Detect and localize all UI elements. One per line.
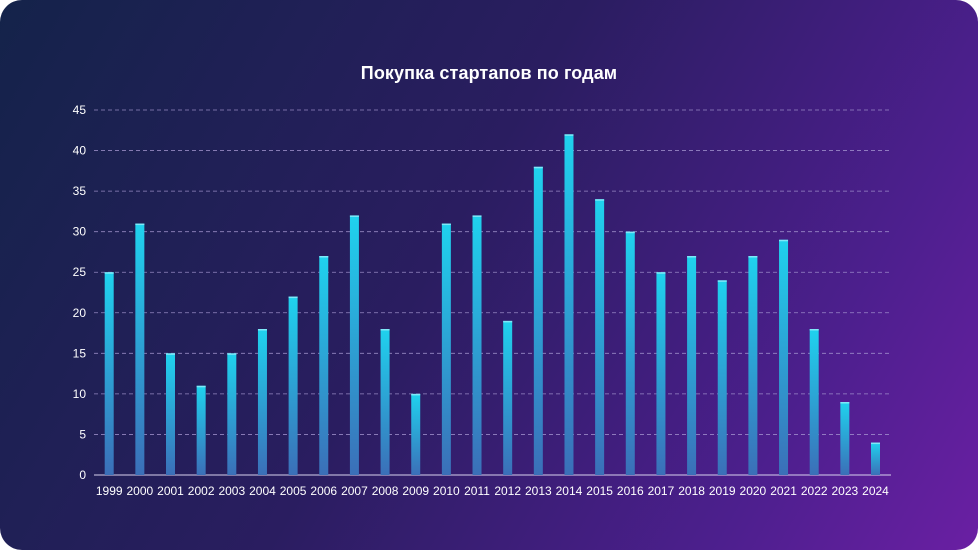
bar-cap-2006 — [319, 256, 329, 258]
y-tick-label: 15 — [73, 346, 87, 360]
chart-title: Покупка стартапов по годам — [360, 63, 618, 83]
bar-cap-2003 — [227, 353, 237, 355]
x-tick-label: 2022 — [801, 484, 828, 498]
bar-cap-2015 — [595, 199, 605, 201]
bar-2001 — [166, 353, 175, 475]
x-tick-label: 2010 — [433, 484, 460, 498]
x-tick-label: 2001 — [157, 484, 184, 498]
bar-2005 — [288, 296, 298, 475]
x-tick-label: 2013 — [525, 484, 552, 498]
x-tick-label: 2007 — [341, 484, 368, 498]
x-tick-label: 2014 — [556, 484, 583, 498]
x-tick-label: 2018 — [678, 484, 705, 498]
bar-cap-2004 — [257, 329, 267, 331]
x-tick-label: 2021 — [770, 484, 797, 498]
bar-2008 — [380, 329, 390, 475]
y-tick-label: 35 — [73, 184, 87, 198]
x-tick-label: 2009 — [402, 484, 429, 498]
bar-cap-2002 — [196, 385, 206, 388]
bar-cap-2018 — [687, 256, 697, 258]
x-tick-label: 2012 — [494, 484, 521, 498]
bar-2013 — [533, 166, 543, 475]
bar-2018 — [687, 256, 697, 475]
x-tick-label: 2003 — [218, 484, 245, 498]
bar-cap-2011 — [472, 215, 482, 217]
y-axis-ticks: 0 5 10 15 20 25 30 35 40 45 — [73, 103, 87, 482]
bar-2017 — [656, 272, 666, 475]
bars — [104, 134, 880, 475]
bar-cap-1999 — [104, 272, 114, 274]
bar-cap-2017 — [656, 272, 666, 274]
bar-2024 — [871, 442, 880, 475]
x-tick-label: 2005 — [280, 484, 307, 498]
bar-1999 — [104, 272, 114, 475]
x-tick-label: 2017 — [648, 484, 675, 498]
bar-cap-2019 — [717, 280, 727, 282]
y-tick-label: 25 — [73, 265, 87, 279]
bar-2006 — [319, 256, 329, 475]
bar-cap-2000 — [135, 223, 145, 226]
y-tick-label: 5 — [79, 427, 86, 441]
bar-2023 — [840, 402, 850, 475]
bar-cap-2009 — [411, 393, 421, 396]
bar-cap-2021 — [779, 239, 789, 242]
y-tick-label: 0 — [79, 468, 86, 482]
bar-2016 — [625, 231, 635, 475]
bar-2020 — [748, 256, 758, 475]
bar-cap-2013 — [533, 166, 543, 169]
x-tick-label: 2023 — [831, 484, 858, 498]
bar-cap-2012 — [503, 320, 513, 323]
bar-2007 — [349, 215, 359, 475]
bar-2021 — [779, 239, 789, 475]
grid-lines — [94, 109, 891, 476]
x-tick-label: 2011 — [464, 484, 490, 498]
bar-cap-2023 — [840, 402, 850, 404]
y-tick-label: 10 — [73, 387, 87, 401]
x-tick-label: 2006 — [310, 484, 337, 498]
bar-2015 — [595, 199, 605, 475]
x-tick-label: 2000 — [126, 484, 153, 498]
x-tick-label: 2002 — [188, 484, 215, 498]
x-tick-label: 2024 — [862, 484, 889, 498]
bar-2022 — [809, 329, 819, 475]
bar-2010 — [441, 223, 451, 475]
bar-cap-2022 — [809, 329, 819, 331]
y-tick-label: 30 — [73, 225, 87, 239]
x-tick-label: 2008 — [372, 484, 399, 498]
y-tick-label: 40 — [73, 144, 87, 158]
bar-2019 — [717, 280, 727, 475]
bar-2009 — [411, 393, 421, 475]
x-tick-label: 2019 — [709, 484, 736, 498]
bar-cap-2007 — [349, 215, 359, 217]
bar-cap-2014 — [564, 134, 574, 136]
bar-2003 — [227, 353, 237, 475]
bar-cap-2020 — [748, 256, 758, 258]
bar-2000 — [135, 223, 145, 475]
bar-2002 — [196, 385, 206, 475]
x-tick-label: 2020 — [740, 484, 767, 498]
bar-2011 — [472, 215, 482, 475]
x-tick-label: 2004 — [249, 484, 276, 498]
bar-cap-2016 — [625, 231, 635, 234]
bar-cap-2008 — [380, 329, 390, 331]
bar-cap-2024 — [871, 442, 880, 445]
y-tick-label: 20 — [73, 306, 87, 320]
x-axis-ticks: 1999 2000 2001 2002 2003 2004 2005 2006 2007 2008… — [96, 484, 889, 498]
y-tick-label: 45 — [73, 103, 87, 117]
bar-2004 — [257, 329, 267, 475]
x-tick-label: 2016 — [617, 484, 644, 498]
bar-cap-2005 — [288, 296, 298, 299]
bar-2012 — [503, 320, 513, 475]
bar-cap-2010 — [441, 223, 451, 226]
bar-2014 — [564, 134, 574, 475]
x-tick-label: 2015 — [586, 484, 613, 498]
x-tick-label: 1999 — [96, 484, 123, 498]
bar-cap-2001 — [166, 353, 175, 355]
